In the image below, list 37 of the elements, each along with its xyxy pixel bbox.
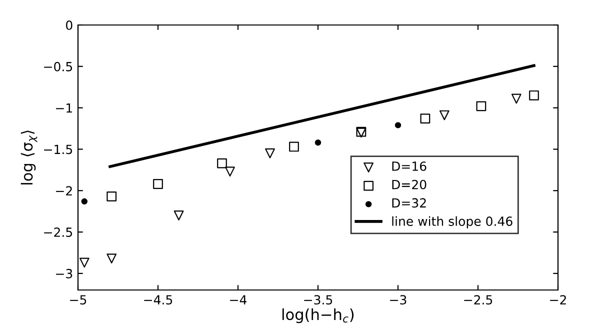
- x-axis-title: log(h−h$_{c}$): [282, 308, 354, 324]
- x-tick-label: −5: [70, 295, 86, 305]
- y-tick-label: −3: [56, 268, 72, 278]
- point: [225, 166, 235, 177]
- point: [153, 179, 163, 189]
- legend-label: D=20: [392, 180, 426, 190]
- point: [476, 101, 486, 112]
- legend-label: D=32: [392, 198, 426, 208]
- point: [289, 142, 299, 152]
- legend-label: D=16: [392, 161, 426, 171]
- y-tick-label: −1.5: [44, 144, 72, 154]
- point: [314, 139, 322, 146]
- x-tick-label: −4: [230, 295, 247, 304]
- point: [217, 158, 227, 168]
- point: [106, 191, 117, 202]
- x-tick-label: −4.5: [144, 295, 172, 305]
- y-tick-label: −2: [56, 186, 72, 196]
- legend-label: line with slope 0.46: [392, 216, 512, 228]
- y-tick-label: −1: [56, 103, 72, 113]
- point: [529, 90, 539, 100]
- x-tick-label: −2.5: [464, 295, 492, 305]
- point: [394, 122, 402, 128]
- x-tick-label: −3: [390, 295, 406, 305]
- y-tick-label: −0.5: [44, 62, 72, 72]
- y-tick-label: 0: [66, 20, 72, 30]
- point: [79, 258, 90, 268]
- x-tick-label: −3.5: [304, 295, 332, 305]
- point: [439, 110, 450, 120]
- point: [106, 254, 117, 264]
- point: [511, 94, 522, 104]
- point: [174, 210, 184, 220]
- x-tick-label: −2: [550, 295, 566, 304]
- point: [265, 148, 275, 158]
- y-axis-title: log ⟨σ$_{χ}$⟩: [20, 130, 38, 184]
- y-tick-label: −2.5: [44, 228, 72, 237]
- point: [420, 114, 430, 124]
- point: [81, 198, 88, 204]
